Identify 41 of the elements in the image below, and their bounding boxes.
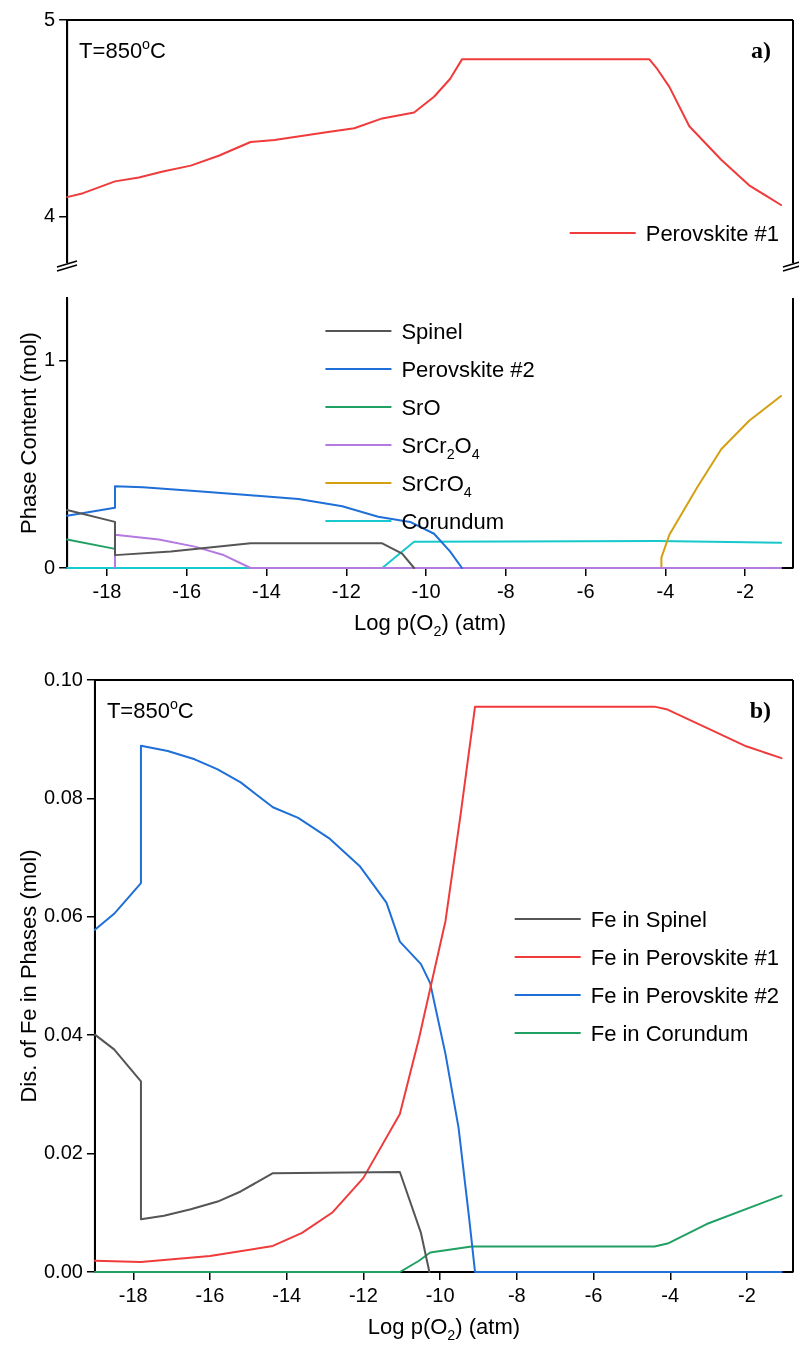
y-tick-label: 0.06	[43, 904, 83, 927]
annotation: a)	[751, 37, 772, 63]
y-tick-label: 1	[44, 347, 56, 370]
legend-label: Perovskite #2	[401, 357, 535, 382]
legend-label: SrO	[401, 395, 441, 420]
x-tick-label: -16	[172, 579, 202, 602]
y-tick-label: 0.00	[43, 1259, 83, 1282]
y-tick-label: 0.08	[43, 785, 83, 808]
y-tick-label: 0.02	[43, 1141, 83, 1164]
legend-label: Fe in Perovskite #1	[590, 945, 779, 970]
x-tick-label: -18	[118, 1283, 148, 1306]
x-tick-label: -2	[736, 579, 755, 602]
x-tick-label: -16	[195, 1283, 225, 1306]
legend-label: Fe in Spinel	[590, 907, 707, 932]
y-axis-title: Dis. of Fe in Phases (mol)	[16, 849, 41, 1103]
y-axis-title: Phase Content (mol)	[16, 332, 41, 534]
x-tick-label: -6	[584, 1283, 603, 1306]
x-tick-label: -4	[661, 1283, 680, 1306]
legend-label: Spinel	[401, 319, 463, 344]
x-tick-label: -10	[411, 579, 441, 602]
annotation: b)	[749, 697, 771, 723]
y-tick-label: 5	[44, 7, 56, 30]
y-tick-label: 0.10	[43, 667, 83, 690]
x-tick-label: -10	[425, 1283, 455, 1306]
x-tick-label: -12	[331, 579, 361, 602]
x-tick-label: -2	[738, 1283, 756, 1306]
x-tick-label: -4	[656, 579, 675, 602]
legend-label: Fe in Corundum	[590, 1021, 749, 1046]
y-tick-label: 0.04	[43, 1022, 83, 1045]
legend-label: Fe in Perovskite #2	[590, 983, 779, 1008]
x-tick-label: -6	[576, 579, 595, 602]
x-tick-label: -18	[92, 579, 122, 602]
x-tick-label: -8	[507, 1283, 526, 1306]
x-tick-label: -8	[496, 579, 515, 602]
legend-label: Perovskite #1	[645, 221, 780, 246]
y-tick-label: 0	[44, 555, 56, 578]
x-tick-label: -14	[252, 579, 281, 602]
x-tick-label: -14	[272, 1283, 302, 1306]
y-tick-label: 4	[44, 204, 56, 227]
x-tick-label: -12	[348, 1283, 378, 1306]
legend-label: Corundum	[401, 509, 505, 534]
